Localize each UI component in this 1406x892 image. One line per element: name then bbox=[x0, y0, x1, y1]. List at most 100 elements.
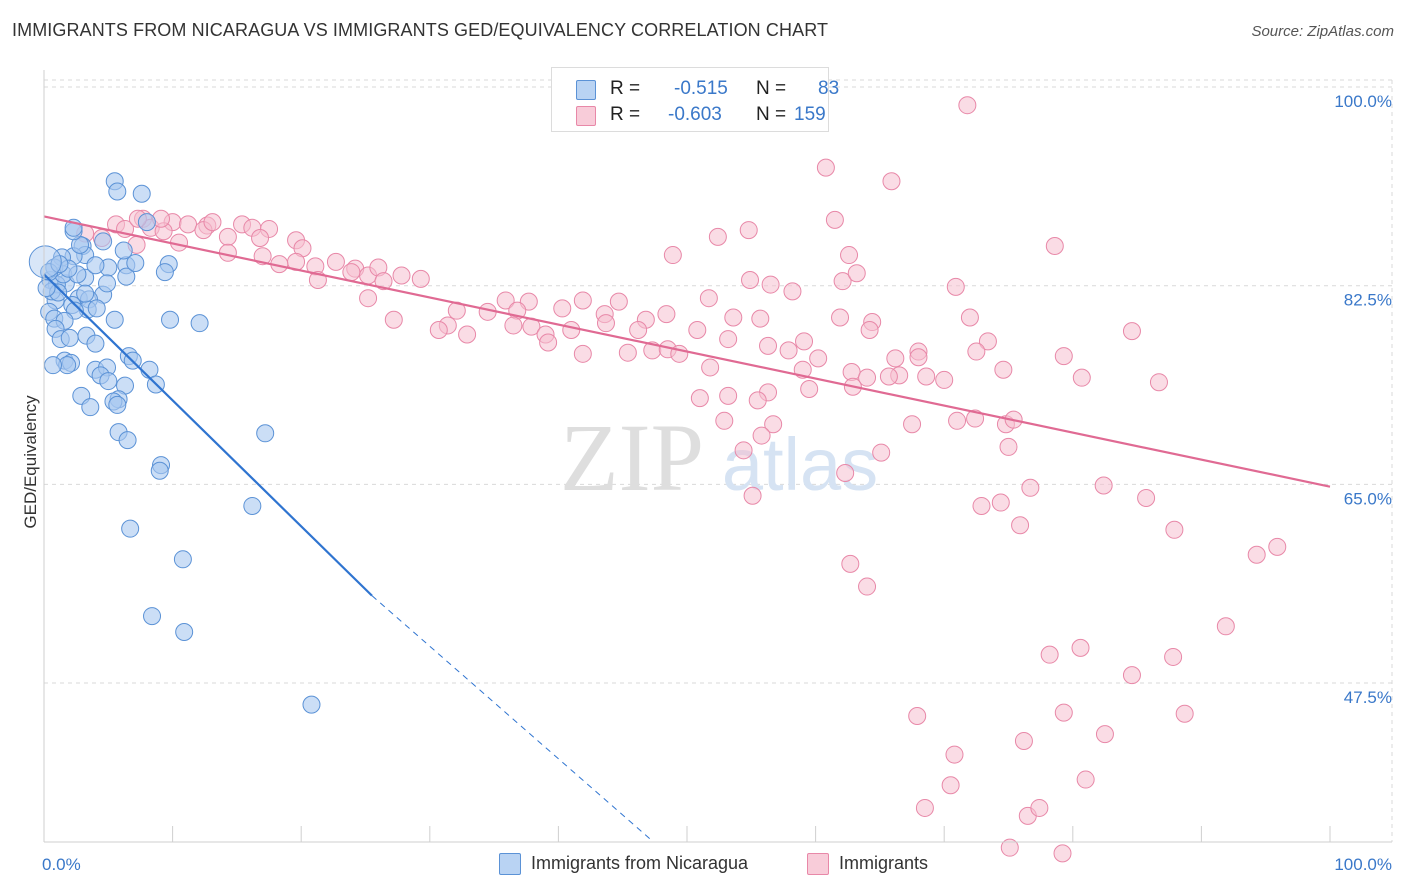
data-point-immigrants bbox=[1268, 537, 1287, 556]
series-nicaragua bbox=[28, 172, 321, 714]
blue-swatch bbox=[576, 80, 596, 100]
y-tick-label: 47.5% bbox=[1344, 688, 1392, 707]
data-point-nicaragua bbox=[161, 310, 180, 329]
data-point-nicaragua bbox=[175, 622, 194, 641]
r-label: R = bbox=[610, 78, 641, 99]
n-value: 83 bbox=[818, 78, 840, 99]
data-point-nicaragua bbox=[126, 254, 145, 272]
data-point-nicaragua bbox=[94, 232, 113, 251]
n-label: N = bbox=[756, 78, 787, 99]
pink-swatch bbox=[576, 106, 596, 126]
data-point-immigrants bbox=[384, 310, 403, 329]
data-point-immigrants bbox=[663, 246, 682, 265]
data-point-immigrants bbox=[941, 776, 960, 795]
trendline-nicaragua bbox=[43, 273, 373, 597]
data-point-immigrants bbox=[553, 299, 572, 318]
data-point-immigrants bbox=[251, 229, 270, 248]
data-point-immigrants bbox=[960, 308, 979, 327]
data-point-immigrants bbox=[761, 275, 780, 294]
data-point-immigrants bbox=[872, 443, 891, 462]
data-point-nicaragua bbox=[50, 255, 69, 274]
data-point-immigrants bbox=[840, 246, 859, 265]
data-point-nicaragua bbox=[256, 424, 275, 443]
data-point-immigrants bbox=[719, 386, 738, 405]
data-point-immigrants bbox=[764, 415, 783, 434]
data-point-immigrants bbox=[967, 342, 986, 361]
data-point-nicaragua bbox=[243, 496, 262, 515]
data-point-immigrants bbox=[699, 289, 718, 308]
data-point-nicaragua bbox=[87, 299, 106, 318]
x-tick-label: 0.0% bbox=[42, 855, 81, 874]
data-point-nicaragua bbox=[37, 278, 56, 297]
data-point-immigrants bbox=[1095, 725, 1114, 744]
data-point-immigrants bbox=[917, 367, 936, 386]
data-point-immigrants bbox=[743, 486, 762, 505]
data-point-immigrants bbox=[800, 380, 819, 399]
data-point-nicaragua bbox=[86, 334, 105, 353]
data-point-nicaragua bbox=[150, 461, 169, 480]
data-point-immigrants bbox=[1076, 770, 1095, 789]
data-point-immigrants bbox=[1071, 638, 1090, 657]
data-point-immigrants bbox=[836, 464, 855, 483]
data-point-immigrants bbox=[972, 496, 991, 515]
data-point-immigrants bbox=[946, 277, 965, 296]
data-point-immigrants bbox=[411, 269, 430, 288]
data-point-immigrants bbox=[657, 305, 676, 324]
data-point-immigrants bbox=[948, 411, 967, 430]
data-point-immigrants bbox=[1045, 236, 1064, 255]
data-point-immigrants bbox=[858, 577, 877, 596]
data-point-immigrants bbox=[719, 330, 738, 349]
data-point-nicaragua bbox=[86, 256, 105, 275]
data-point-immigrants bbox=[739, 221, 758, 240]
data-point-immigrants bbox=[935, 370, 954, 389]
data-point-nicaragua bbox=[137, 213, 156, 232]
data-point-immigrants bbox=[179, 215, 198, 234]
data-point-immigrants bbox=[326, 252, 345, 271]
n-value: 159 bbox=[794, 104, 826, 125]
data-point-immigrants bbox=[909, 348, 928, 367]
data-point-nicaragua bbox=[114, 241, 133, 260]
data-point-immigrants bbox=[847, 264, 866, 283]
data-point-immigrants bbox=[1054, 703, 1073, 722]
data-point-immigrants bbox=[741, 271, 760, 290]
data-point-nicaragua bbox=[121, 519, 140, 538]
data-point-immigrants bbox=[596, 314, 615, 333]
x-tick-label: 100.0% bbox=[1334, 855, 1392, 874]
data-point-nicaragua bbox=[302, 695, 321, 714]
y-tick-label: 82.5% bbox=[1344, 291, 1392, 310]
data-point-immigrants bbox=[860, 320, 879, 339]
data-point-immigrants bbox=[908, 706, 927, 725]
data-point-immigrants bbox=[1072, 368, 1091, 387]
data-point-nicaragua bbox=[108, 395, 127, 414]
data-point-immigrants bbox=[752, 426, 771, 445]
data-point-immigrants bbox=[783, 282, 802, 301]
data-point-immigrants bbox=[1021, 478, 1040, 497]
data-point-immigrants bbox=[1175, 704, 1194, 723]
data-point-immigrants bbox=[1149, 373, 1168, 392]
legend-label: Immigrants from Nicaragua bbox=[531, 853, 749, 873]
data-point-immigrants bbox=[562, 320, 581, 339]
grid-lines bbox=[44, 79, 1393, 842]
series-immigrants bbox=[76, 96, 1287, 863]
data-point-nicaragua bbox=[108, 182, 127, 201]
data-point-immigrants bbox=[858, 368, 877, 387]
correlation-legend: R = -0.515 N = 83 R = -0.603 N = 159 bbox=[551, 67, 839, 132]
y-axis-label: GED/Equivalency bbox=[21, 395, 40, 529]
data-point-immigrants bbox=[958, 96, 977, 115]
data-point-immigrants bbox=[1054, 347, 1073, 366]
data-point-immigrants bbox=[748, 391, 767, 410]
data-point-immigrants bbox=[392, 266, 411, 285]
data-point-immigrants bbox=[734, 441, 753, 460]
legend-label: Immigrants bbox=[839, 853, 929, 873]
y-tick-label: 100.0% bbox=[1334, 92, 1392, 111]
trendline-immigrants bbox=[43, 215, 1331, 488]
data-point-immigrants bbox=[609, 292, 628, 311]
data-point-immigrants bbox=[759, 336, 778, 355]
data-point-immigrants bbox=[708, 227, 727, 246]
data-point-immigrants bbox=[779, 341, 798, 360]
data-point-nicaragua bbox=[117, 267, 136, 286]
data-point-immigrants bbox=[886, 349, 905, 368]
data-point-immigrants bbox=[1053, 844, 1072, 863]
data-point-nicaragua bbox=[132, 184, 151, 203]
